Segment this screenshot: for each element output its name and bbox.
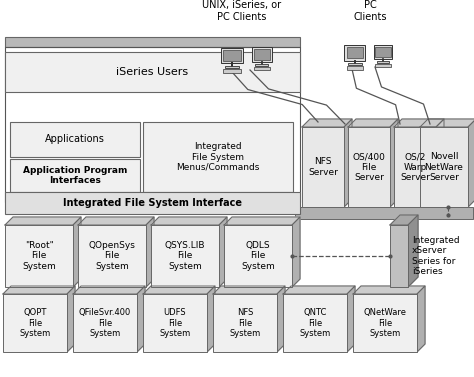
Polygon shape: [143, 286, 215, 294]
Bar: [224, 225, 292, 287]
Polygon shape: [67, 286, 75, 352]
Polygon shape: [353, 286, 425, 294]
Text: PC
Clients: PC Clients: [353, 0, 387, 21]
Text: Integrated File System Interface: Integrated File System Interface: [63, 198, 242, 208]
Bar: [377, 61, 389, 63]
Polygon shape: [348, 119, 398, 127]
Bar: [254, 67, 270, 70]
Text: QOpenSys
File
System: QOpenSys File System: [89, 241, 136, 271]
Bar: [10, 122, 140, 157]
Text: NFS
Server: NFS Server: [308, 157, 338, 177]
Text: "Root"
File
System: "Root" File System: [22, 241, 56, 271]
Polygon shape: [146, 217, 154, 287]
Bar: [348, 63, 362, 65]
Text: Novell
NetWare
Server: Novell NetWare Server: [425, 152, 464, 182]
Polygon shape: [73, 217, 81, 287]
Bar: [5, 192, 300, 214]
Polygon shape: [408, 215, 418, 287]
Text: Application Program
Interfaces: Application Program Interfaces: [23, 166, 127, 185]
Polygon shape: [390, 119, 398, 207]
Bar: [5, 37, 300, 47]
Bar: [78, 225, 146, 287]
Polygon shape: [292, 217, 300, 287]
Bar: [73, 294, 137, 352]
Bar: [255, 64, 268, 66]
Bar: [3, 294, 67, 352]
Bar: [151, 225, 219, 287]
Polygon shape: [5, 217, 81, 225]
Polygon shape: [344, 119, 352, 207]
Text: QNetWare
File
System: QNetWare File System: [364, 308, 407, 338]
Text: UDFS
File
System: UDFS File System: [159, 308, 191, 338]
Polygon shape: [73, 286, 145, 294]
Polygon shape: [3, 286, 75, 294]
Bar: [295, 207, 473, 219]
Bar: [420, 127, 468, 207]
Text: QNTC
File
System: QNTC File System: [300, 308, 331, 338]
Bar: [302, 127, 344, 207]
Polygon shape: [394, 119, 444, 127]
Bar: [5, 52, 300, 92]
Bar: [375, 47, 391, 57]
Bar: [283, 294, 347, 352]
Bar: [375, 64, 391, 67]
Text: UNIX, iSeries, or
PC Clients: UNIX, iSeries, or PC Clients: [202, 0, 282, 21]
Polygon shape: [207, 286, 215, 352]
Text: OS/400
File
Server: OS/400 File Server: [353, 152, 385, 182]
Polygon shape: [137, 286, 145, 352]
Bar: [346, 47, 364, 58]
Bar: [143, 122, 293, 192]
Polygon shape: [390, 215, 418, 225]
Polygon shape: [347, 286, 355, 352]
Polygon shape: [151, 217, 227, 225]
Text: Integrated
File System
Menus/Commands: Integrated File System Menus/Commands: [176, 142, 260, 172]
Text: iSeries Users: iSeries Users: [117, 67, 189, 77]
Text: OS/2
Warp
Server: OS/2 Warp Server: [400, 152, 430, 182]
Text: QFileSvr.400
File
System: QFileSvr.400 File System: [79, 308, 131, 338]
Polygon shape: [468, 119, 474, 207]
Text: QSYS.LIB
File
System: QSYS.LIB File System: [165, 241, 205, 271]
Bar: [394, 127, 436, 207]
Bar: [143, 294, 207, 352]
Bar: [390, 225, 408, 287]
Bar: [10, 159, 140, 192]
Text: NFS
File
System: NFS File System: [229, 308, 261, 338]
Polygon shape: [302, 119, 352, 127]
Polygon shape: [420, 119, 474, 127]
Text: Integrated
xServer
Series for
iSeries: Integrated xServer Series for iSeries: [412, 236, 460, 276]
Polygon shape: [283, 286, 355, 294]
Polygon shape: [417, 286, 425, 352]
Bar: [353, 294, 417, 352]
Text: Applications: Applications: [45, 135, 105, 144]
Bar: [223, 50, 241, 61]
Polygon shape: [224, 217, 300, 225]
Bar: [5, 225, 73, 287]
Bar: [254, 49, 270, 60]
Polygon shape: [219, 217, 227, 287]
Bar: [348, 127, 390, 207]
Bar: [223, 69, 241, 73]
Polygon shape: [78, 217, 154, 225]
Polygon shape: [277, 286, 285, 352]
Bar: [221, 48, 243, 63]
Bar: [252, 48, 272, 62]
Bar: [225, 66, 239, 69]
Bar: [213, 294, 277, 352]
Bar: [346, 66, 364, 70]
Text: QDLS
File
System: QDLS File System: [241, 241, 275, 271]
Bar: [345, 45, 365, 60]
Bar: [5, 47, 300, 202]
Polygon shape: [436, 119, 444, 207]
Text: QOPT
File
System: QOPT File System: [19, 308, 51, 338]
Polygon shape: [213, 286, 285, 294]
Bar: [374, 45, 392, 59]
